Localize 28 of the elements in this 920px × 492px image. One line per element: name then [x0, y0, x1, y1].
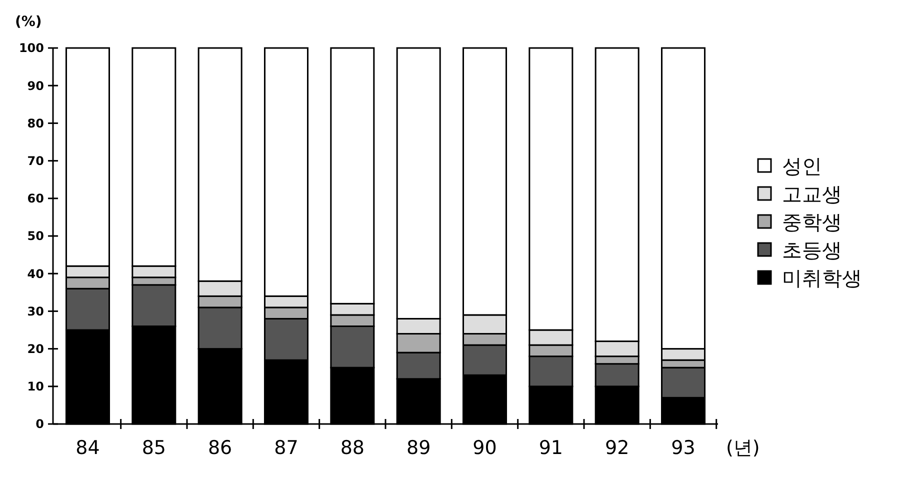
y-tick-label: 80: [27, 116, 44, 130]
legend-label: 미취학생: [782, 266, 862, 290]
legend-label: 고교생: [782, 182, 842, 206]
x-tick-label: 91: [538, 437, 564, 459]
x-tick-label: 84: [76, 437, 100, 459]
x-tick-label: 85: [142, 437, 166, 459]
y-tick-label: 50: [27, 229, 44, 244]
y-tick-label: 60: [27, 192, 44, 206]
y-tick-label: 90: [27, 78, 44, 93]
y-tick-label: 40: [27, 266, 44, 281]
x-tick-label: 90: [472, 437, 497, 459]
legend-label: 성인: [782, 154, 822, 178]
x-tick-label: 87: [274, 437, 298, 459]
y-tick-label: 100: [18, 41, 44, 56]
y-axis-title: (%): [15, 14, 42, 30]
y-tick-label: 30: [27, 304, 44, 318]
y-tick-label: 10: [27, 380, 44, 394]
x-tick-label: 88: [340, 437, 365, 459]
x-tick-label: 92: [605, 437, 630, 459]
x-tick-label: 93: [671, 437, 696, 459]
x-tick-label: 86: [208, 437, 232, 459]
x-axis-title: (년): [726, 437, 760, 459]
legend-label: 중학생: [782, 210, 842, 234]
y-tick-label: 0: [36, 417, 44, 432]
x-tick-label: 89: [406, 437, 431, 459]
y-tick-label: 20: [27, 342, 44, 356]
legend-label: 초등생: [782, 238, 842, 262]
y-tick-label: 70: [27, 154, 44, 168]
